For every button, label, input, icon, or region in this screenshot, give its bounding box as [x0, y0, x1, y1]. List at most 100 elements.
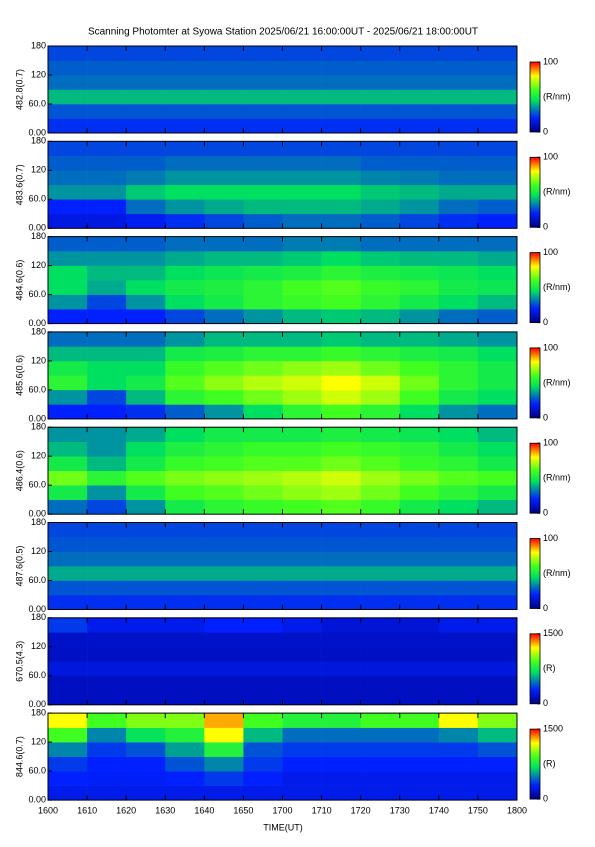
heatmap-cell — [243, 661, 283, 677]
heatmap-cell — [438, 646, 479, 662]
heatmap-cell — [321, 646, 361, 662]
heatmap-cell — [477, 155, 518, 171]
heatmap-cell — [399, 661, 440, 677]
colorbar-label: (R/nm) — [543, 473, 571, 483]
heatmap-cell — [321, 199, 361, 215]
x-tick-label: 1600 — [38, 805, 58, 815]
heatmap-cell — [438, 499, 479, 515]
heatmap-cell — [282, 470, 322, 486]
y-tick-label: 120 — [31, 641, 46, 651]
heatmap-cell — [126, 742, 166, 757]
heatmap-cell — [165, 199, 205, 215]
heatmap-cell — [204, 785, 244, 801]
colorbar-tick-label: 1500 — [543, 723, 563, 733]
y-axis-title: 487.6(0.5) — [14, 545, 24, 586]
heatmap-cell — [48, 280, 88, 295]
heatmap-cell — [399, 771, 440, 786]
heatmap-cell — [126, 551, 166, 567]
heatmap-cell — [126, 170, 166, 186]
heatmap-cell — [243, 427, 283, 442]
heatmap-cell — [126, 141, 166, 157]
heatmap-cell — [204, 661, 244, 677]
heatmap-cell — [399, 280, 440, 295]
heatmap-cell — [477, 280, 518, 295]
colorbar-tick-label: 0 — [543, 317, 548, 327]
heatmap-cell — [165, 251, 205, 266]
heatmap-cell — [360, 404, 401, 420]
heatmap-cell — [87, 155, 127, 171]
heatmap-cell — [126, 360, 166, 376]
heatmap-cell — [282, 646, 322, 662]
heatmap-cell — [243, 632, 283, 648]
heatmap-cell — [87, 60, 127, 76]
heatmap-cell — [360, 199, 401, 215]
heatmap-cell — [399, 294, 440, 310]
heatmap-cell — [282, 346, 322, 362]
heatmap-cell — [126, 404, 166, 420]
heatmap-cell — [48, 675, 88, 691]
x-tick-label: 1700 — [272, 805, 292, 815]
heatmap-cell — [438, 141, 479, 157]
heatmap-cell — [204, 309, 244, 324]
heatmap-cell — [399, 346, 440, 362]
colorbar-label: (R) — [543, 758, 556, 768]
heatmap-cell — [126, 427, 166, 442]
heatmap-cell — [87, 617, 127, 633]
heatmap-cell — [282, 294, 322, 310]
y-tick-label: 60.0 — [28, 194, 46, 204]
heatmap-cell — [399, 646, 440, 662]
heatmap-cell — [360, 727, 401, 743]
heatmap-cell — [87, 251, 127, 266]
heatmap-cell — [243, 213, 283, 229]
heatmap-cell — [321, 499, 361, 515]
heatmap-cell — [204, 213, 244, 229]
heatmap-cell — [321, 727, 361, 743]
heatmap-cell — [477, 632, 518, 648]
heatmap-cell — [360, 60, 401, 76]
heatmap-cell — [87, 522, 127, 538]
heatmap-cell — [282, 199, 322, 215]
heatmap-cell — [48, 236, 88, 252]
colorbar-tick-label: 0 — [543, 126, 548, 136]
heatmap-cell — [126, 346, 166, 362]
heatmap-cell — [165, 141, 205, 157]
colorbar-tick-label: 100 — [543, 438, 558, 448]
heatmap-cell — [204, 104, 244, 119]
heatmap-cell — [282, 265, 322, 281]
heatmap-cell — [165, 566, 205, 581]
heatmap-cell — [321, 104, 361, 119]
heatmap-cell — [477, 404, 518, 420]
heatmap-cell — [360, 785, 401, 801]
x-tick-label: 1740 — [429, 805, 449, 815]
heatmap-cell — [321, 580, 361, 596]
heatmap-cell — [126, 537, 166, 552]
colorbar — [529, 156, 541, 228]
heatmap-cell — [399, 75, 440, 90]
heatmap-cell — [165, 184, 205, 200]
heatmap-cell — [477, 104, 518, 119]
heatmap-cell — [438, 785, 479, 801]
heatmap-cell — [243, 199, 283, 215]
heatmap-cell — [165, 646, 205, 662]
heatmap-cell — [321, 632, 361, 648]
heatmap-cell — [165, 427, 205, 442]
heatmap-cell — [87, 427, 127, 442]
y-tick-label: 180 — [31, 612, 46, 622]
heatmap-cell — [204, 441, 244, 457]
x-tick-label: 1800 — [507, 805, 527, 815]
heatmap-cell — [204, 118, 244, 134]
heatmap-cell — [204, 617, 244, 633]
heatmap-cell — [87, 360, 127, 376]
heatmap-cell — [282, 309, 322, 324]
heatmap-cell — [204, 265, 244, 281]
heatmap-cell — [204, 632, 244, 648]
chart-title: Scanning Photomter at Syowa Station 2025… — [88, 27, 478, 38]
heatmap-cell — [48, 713, 88, 728]
heatmap-cell — [126, 184, 166, 200]
x-tick-label: 1610 — [77, 805, 97, 815]
heatmap-cell — [360, 104, 401, 119]
heatmap-cell — [399, 118, 440, 134]
heatmap-cell — [438, 104, 479, 119]
y-axis-title: 486.4(0.6) — [14, 450, 24, 491]
heatmap-cell — [204, 690, 244, 706]
